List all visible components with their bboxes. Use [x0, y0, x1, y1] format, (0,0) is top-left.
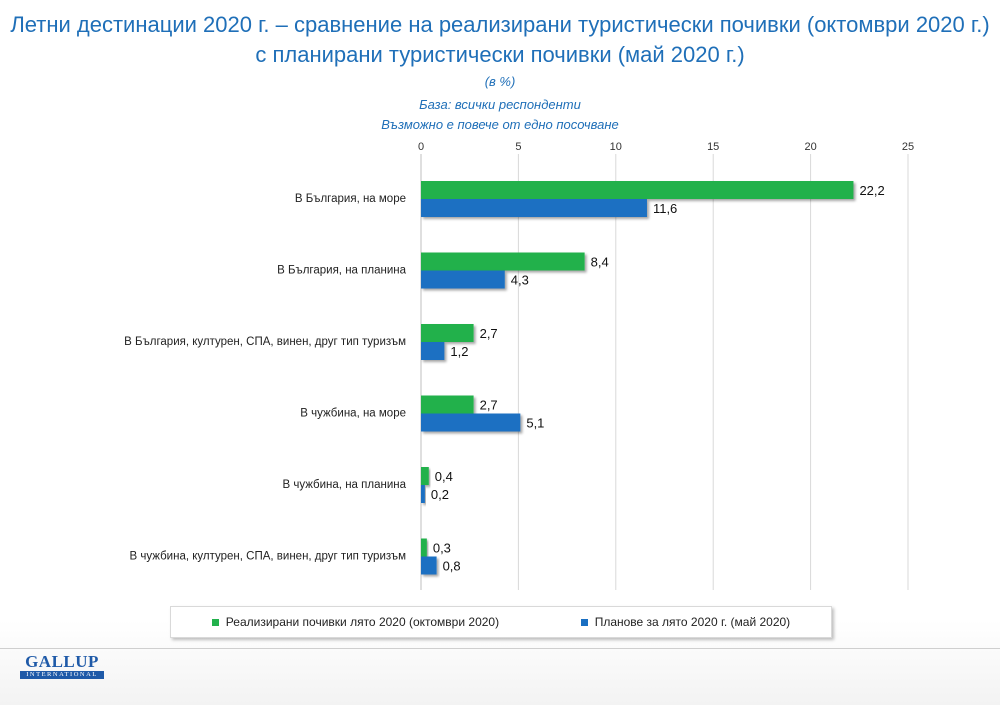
data-label-planned-3: 5,1 [526, 416, 544, 431]
data-label-realized-4: 0,4 [435, 469, 453, 484]
legend-label-planned: Планове за лято 2020 г. (май 2020) [594, 615, 791, 629]
data-label-planned-5: 0,8 [443, 559, 461, 574]
legend-item-planned: Планове за лято 2020 г. (май 2020) [580, 615, 791, 629]
chart-title-line1: Летни дестинации 2020 г. – сравнение на … [10, 12, 990, 37]
bar-realized-0 [421, 181, 854, 199]
data-label-planned-4: 0,2 [431, 487, 449, 502]
x-tick-label-5: 5 [515, 141, 521, 153]
bar-planned-1 [421, 270, 505, 289]
data-label-planned-1: 4,3 [511, 273, 529, 288]
category-label-5: В чужбина, културен, СПА, винен, друг ти… [130, 551, 407, 563]
bar-planned-3 [421, 413, 521, 432]
x-tick-label-0: 0 [418, 141, 424, 153]
legend-swatch-blue [580, 618, 588, 626]
bar-planned-4 [421, 485, 425, 503]
data-label-realized-2: 2,7 [480, 326, 498, 341]
legend-label-realized: Реализирани почивки лято 2020 (октомври … [225, 615, 500, 629]
footer-divider [0, 648, 1000, 649]
category-label-1: В България, на планина [277, 265, 406, 277]
category-label-0: В България, на море [295, 193, 406, 205]
data-label-realized-0: 22,2 [859, 183, 884, 198]
data-label-planned-2: 1,2 [450, 344, 468, 359]
data-label-realized-3: 2,7 [480, 398, 498, 413]
legend-item-realized: Реализирани почивки лято 2020 (октомври … [211, 615, 500, 629]
bar-realized-4 [421, 467, 429, 485]
category-label-2: В България, културен, СПА, винен, друг т… [124, 336, 406, 348]
legend-swatch-green [211, 618, 219, 626]
category-label-3: В чужбина, на море [300, 408, 406, 420]
logo-wordmark: GALLUP [25, 652, 99, 671]
bar-planned-0 [421, 199, 647, 217]
unit-label: (в %) [484, 74, 516, 89]
data-label-planned-0: 11,6 [653, 201, 677, 216]
x-tick-label-20: 20 [804, 141, 816, 153]
bar-realized-3 [421, 395, 474, 414]
x-tick-label-25: 25 [902, 141, 914, 153]
bar-realized-1 [421, 252, 585, 271]
chart-title-line2: с планирани туристически почивки (май 20… [255, 42, 745, 67]
bar-planned-2 [421, 342, 445, 360]
bar-realized-5 [421, 538, 427, 557]
category-label-4: В чужбина, на планина [282, 479, 406, 491]
legend: Реализирани почивки лято 2020 (октомври … [170, 606, 832, 638]
x-tick-label-10: 10 [610, 141, 622, 153]
multiple-answers-note: Възможно е повече от едно посочване [381, 117, 619, 132]
bar-realized-2 [421, 324, 474, 342]
data-label-realized-5: 0,3 [433, 541, 451, 556]
x-tick-label-15: 15 [707, 141, 719, 153]
logo-subtitle: INTERNATIONAL [20, 671, 104, 679]
bar-chart: 0 5 10 15 20 25 В България, на море 22,2 11,6 В Б… [124, 141, 914, 590]
gallup-logo: GALLUP INTERNATIONAL [20, 653, 104, 681]
base-note: База: всички респонденти [419, 97, 581, 112]
bar-planned-5 [421, 556, 437, 575]
data-label-realized-1: 8,4 [591, 255, 609, 270]
